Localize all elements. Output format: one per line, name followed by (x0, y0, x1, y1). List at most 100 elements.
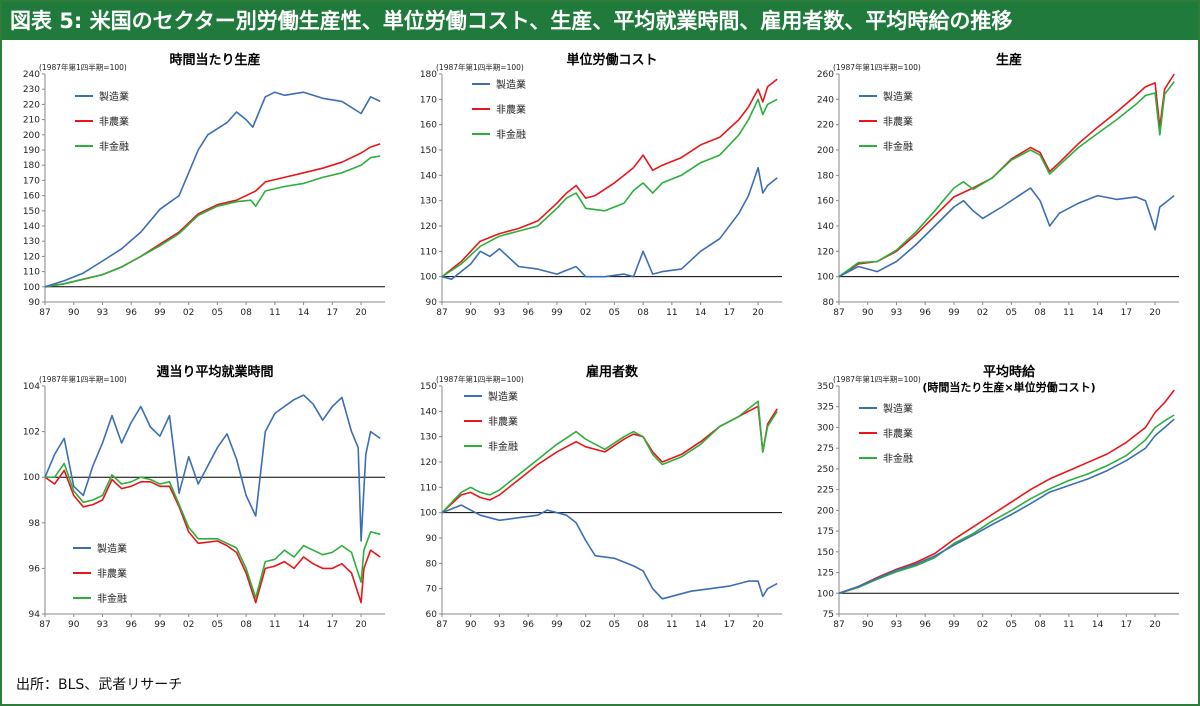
x-tick-label: 11 (269, 620, 280, 630)
legend-label: 非農業 (883, 427, 913, 440)
x-tick-label: 96 (919, 620, 931, 630)
y-tick-label: 175 (817, 527, 834, 537)
x-tick-label: 99 (154, 308, 166, 318)
legend-label: 製造業 (883, 90, 913, 103)
x-tick-label: 93 (97, 620, 108, 630)
y-tick-label: 140 (23, 222, 40, 232)
series-line-1 (838, 389, 1175, 595)
x-tick-label: 99 (948, 308, 960, 318)
x-tick-label: 17 (1121, 620, 1132, 630)
y-tick-label: 90 (426, 298, 438, 308)
x-tick-label: 11 (666, 308, 677, 318)
chart-title: 週当り平均就業時間 (156, 364, 273, 380)
series-line-0 (44, 91, 381, 288)
chart-subtitle: (時間当たり生産×単位労働コスト) (922, 380, 1095, 394)
series-line-2 (441, 98, 778, 278)
x-tick-label: 11 (1063, 308, 1074, 318)
x-tick-label: 08 (240, 620, 252, 630)
x-tick-label: 96 (522, 620, 534, 630)
series-line-2 (441, 400, 778, 514)
series-line-0 (44, 394, 381, 542)
x-tick-label: 08 (637, 620, 649, 630)
y-tick-label: 160 (420, 121, 437, 131)
x-tick-label: 11 (666, 620, 677, 630)
series-line-0 (838, 187, 1175, 278)
legend-label: 非農業 (488, 415, 518, 428)
legend-label: 非金融 (488, 440, 518, 453)
x-tick-label: 90 (465, 620, 477, 630)
y-tick-label: 210 (23, 116, 40, 126)
chart-employment: 雇用者数 (1987年第1四半期=100) 60 70 80 90 100 110 120 130… (420, 364, 782, 630)
x-tick-label: 96 (919, 308, 931, 318)
x-tick-label: 14 (695, 308, 707, 318)
y-tick-label: 120 (23, 252, 40, 262)
y-tick-label: 130 (23, 237, 40, 247)
x-tick-label: 99 (551, 620, 563, 630)
x-tick-label: 99 (154, 620, 166, 630)
x-tick-label: 93 (891, 620, 902, 630)
x-tick-label: 20 (752, 308, 764, 318)
y-tick-label: 100 (23, 473, 40, 483)
x-tick-label: 08 (1034, 308, 1046, 318)
legend-label: 非農業 (97, 567, 127, 580)
x-tick-label: 87 (833, 308, 844, 318)
y-tick-label: 170 (420, 95, 437, 105)
y-tick-label: 102 (23, 428, 40, 438)
x-tick-label: 17 (327, 620, 338, 630)
x-tick-label: 17 (327, 308, 338, 318)
x-tick-label: 02 (977, 620, 988, 630)
chart-title: 時間当たり生産 (169, 52, 260, 68)
legend-label: 製造業 (97, 542, 127, 555)
y-tick-label: 100 (817, 273, 834, 283)
chart-avg-weekly-hours: 週当り平均就業時間 (1987年第1四半期=100) 94 96 98 100 102 104… (23, 364, 385, 630)
y-tick-label: 300 (817, 423, 834, 433)
y-tick-label: 170 (23, 176, 40, 186)
x-tick-label: 90 (862, 620, 874, 630)
x-tick-label: 87 (39, 620, 50, 630)
y-tick-label: 96 (29, 564, 41, 574)
y-tick-label: 90 (426, 534, 438, 544)
x-tick-label: 87 (39, 308, 50, 318)
x-tick-label: 11 (269, 308, 280, 318)
y-tick-label: 220 (817, 121, 834, 131)
series-line-0 (441, 166, 778, 280)
y-tick-label: 140 (420, 407, 437, 417)
x-tick-label: 14 (695, 620, 707, 630)
x-tick-label: 96 (522, 308, 534, 318)
y-tick-label: 200 (817, 506, 834, 516)
y-tick-label: 200 (23, 131, 40, 141)
x-tick-label: 08 (1034, 620, 1046, 630)
x-tick-label: 02 (183, 620, 194, 630)
y-tick-label: 110 (420, 483, 437, 493)
chart-title: 単位労働コスト (566, 52, 657, 68)
x-tick-label: 14 (298, 308, 310, 318)
x-tick-label: 11 (1063, 620, 1074, 630)
x-tick-label: 17 (1121, 308, 1132, 318)
y-tick-label: 104 (23, 382, 40, 392)
series-line-2 (45, 462, 381, 599)
series-line-0 (838, 418, 1175, 595)
y-tick-label: 220 (23, 100, 40, 110)
legend-label: 製造業 (99, 90, 129, 103)
x-tick-label: 05 (212, 308, 223, 318)
series-line-2 (44, 155, 381, 288)
legend-label: 非農業 (883, 115, 913, 128)
x-tick-label: 17 (724, 308, 735, 318)
x-tick-label: 87 (833, 620, 844, 630)
chart-productivity: 時間当たり生産(1987年第1四半期=100)90100110120130140… (23, 52, 385, 318)
y-tick-label: 125 (817, 569, 834, 579)
legend-label: 非金融 (883, 140, 913, 153)
x-tick-label: 99 (948, 620, 960, 630)
chart-output: 生産(1987年第1四半期=100)8010012014016018020022… (817, 52, 1179, 318)
series-line-1 (441, 78, 778, 278)
x-tick-label: 02 (580, 620, 591, 630)
y-tick-label: 260 (817, 70, 834, 80)
unit-label: (1987年第1四半期=100) (39, 62, 127, 72)
chart-title: 生産 (996, 52, 1022, 68)
x-tick-label: 90 (862, 308, 874, 318)
y-tick-label: 325 (817, 403, 834, 413)
x-tick-label: 02 (183, 308, 194, 318)
y-tick-label: 190 (23, 146, 40, 156)
series-line-1 (838, 73, 1175, 278)
